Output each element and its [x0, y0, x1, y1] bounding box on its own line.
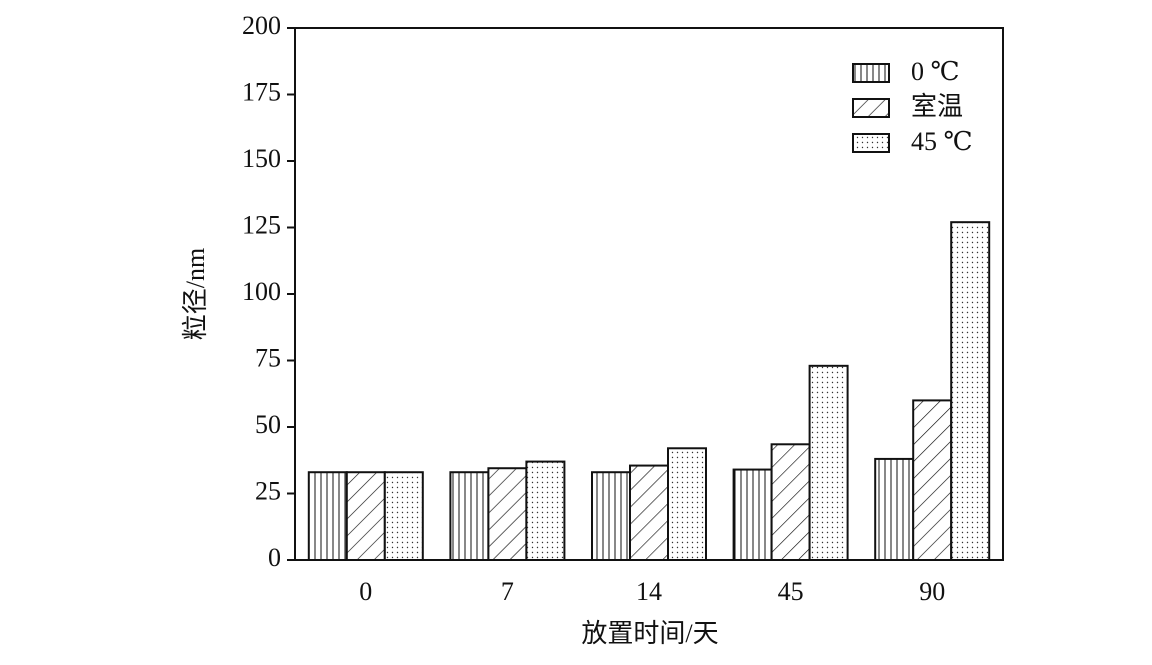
bar: [912, 399, 953, 561]
x-axis-label: 放置时间/天: [581, 619, 718, 648]
bar: [591, 471, 631, 561]
x-tick-label: 0: [359, 577, 372, 606]
y-tick-label: 50: [255, 410, 281, 439]
bar: [808, 364, 849, 561]
bar: [449, 471, 490, 561]
legend-label: 45 ℃: [911, 127, 973, 156]
x-tick-label: 14: [636, 577, 662, 606]
x-tick-label: 7: [501, 577, 514, 606]
y-tick-label: 125: [242, 210, 281, 239]
legend-swatch: [852, 98, 890, 118]
bar: [487, 467, 528, 562]
legend-swatch: [852, 63, 890, 83]
y-tick-label: 25: [255, 476, 281, 505]
bar: [770, 443, 811, 562]
x-tick-label: 90: [919, 577, 945, 606]
legend-label: 0 ℃: [911, 57, 960, 86]
bar: [345, 471, 386, 561]
bar: [525, 460, 566, 561]
bar: [629, 464, 669, 562]
y-tick-label: 75: [255, 343, 281, 372]
bar: [307, 471, 348, 561]
y-tick-label: 200: [242, 11, 281, 40]
bar: [667, 447, 707, 561]
legend-swatch: [852, 133, 890, 153]
y-tick-label: 150: [242, 144, 281, 173]
bar: [950, 221, 991, 561]
x-tick-label: 45: [778, 577, 804, 606]
y-axis-label: 粒径/nm: [181, 248, 210, 340]
legend-label: 室温: [911, 92, 963, 121]
bar: [732, 468, 773, 561]
bar: [874, 457, 915, 562]
y-tick-label: 100: [242, 277, 281, 306]
y-tick-label: 175: [242, 77, 281, 106]
y-tick-label: 0: [268, 543, 281, 572]
bar: [383, 471, 424, 561]
